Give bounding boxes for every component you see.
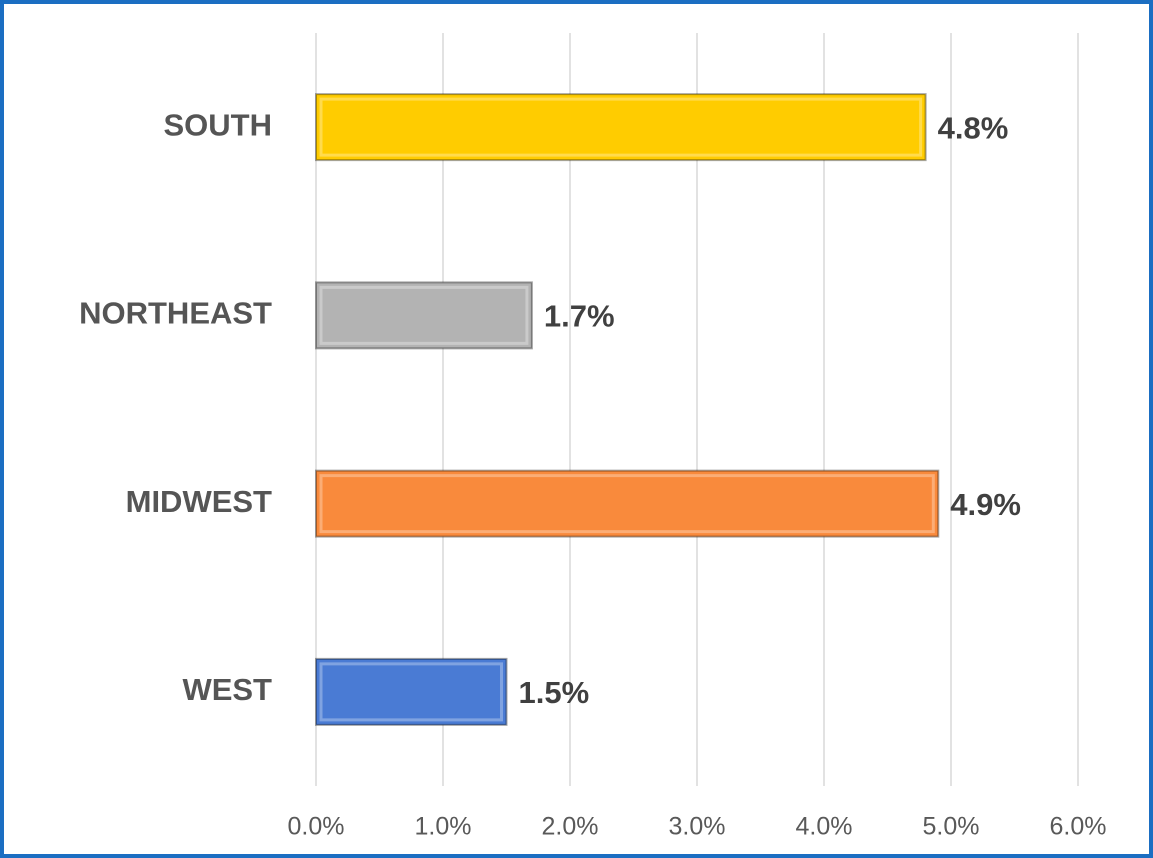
bar-bevel xyxy=(319,474,935,534)
x-tick-label: 6.0% xyxy=(1050,813,1107,841)
bar xyxy=(315,469,940,538)
value-label: 1.7% xyxy=(544,299,615,334)
x-tick-label: 2.0% xyxy=(542,813,599,841)
bar xyxy=(315,281,533,350)
x-tick-label: 1.0% xyxy=(415,813,472,841)
bar-bevel xyxy=(319,662,503,722)
y-tick-label: SOUTH xyxy=(164,107,273,142)
bar xyxy=(315,93,927,162)
y-tick-label: NORTHEAST xyxy=(79,296,272,331)
bar-bevel xyxy=(319,97,923,157)
bar xyxy=(315,657,508,726)
x-tick-label: 5.0% xyxy=(923,813,980,841)
value-label: 4.8% xyxy=(938,110,1009,145)
y-tick-label: WEST xyxy=(182,672,272,707)
bar-bevel xyxy=(319,285,529,345)
x-tick-label: 0.0% xyxy=(288,813,345,841)
y-tick-label: MIDWEST xyxy=(126,484,272,519)
x-tick-label: 3.0% xyxy=(669,813,726,841)
value-label: 4.9% xyxy=(950,487,1021,522)
value-label: 1.5% xyxy=(519,675,590,710)
x-tick-label: 4.0% xyxy=(796,813,853,841)
